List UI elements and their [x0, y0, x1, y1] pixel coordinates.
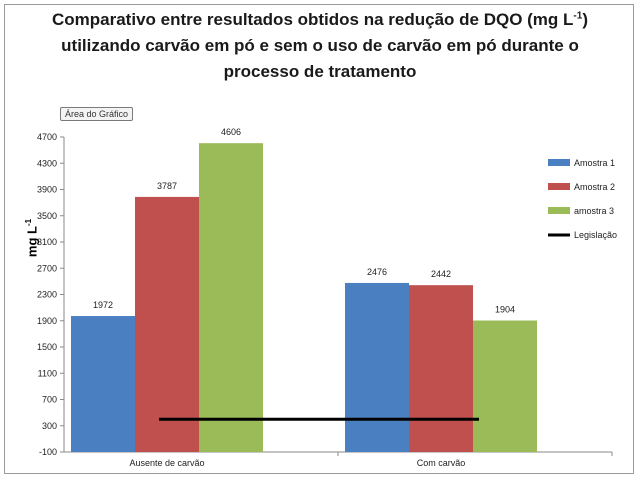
y-tick-label: 2700	[37, 263, 57, 273]
y-tick-label: 700	[42, 395, 57, 405]
chart-title-line-3: processo de tratamento	[223, 62, 417, 81]
bar-value-label: 3787	[157, 181, 177, 191]
x-tick-label: Com carvão	[417, 458, 466, 468]
y-tick-label: 1100	[38, 368, 57, 378]
y-tick-label: 2300	[37, 290, 57, 300]
y-tick-label: 4700	[37, 132, 57, 142]
y-tick-label: 1500	[37, 342, 57, 352]
bar-value-label: 4606	[221, 127, 241, 137]
bar-value-label: 1972	[93, 300, 113, 310]
legend-swatch	[548, 159, 570, 166]
x-tick-label: Ausente de carvão	[129, 458, 204, 468]
y-tick-label: 3500	[37, 211, 57, 221]
bar-value-label: 2476	[367, 267, 387, 277]
legend-swatch	[548, 207, 570, 214]
chart-frame	[4, 4, 634, 474]
chart-title-line-2: utilizando carvão em pó e sem o uso de c…	[61, 36, 579, 55]
chart-area-badge[interactable]: Área do Gráfico	[60, 107, 134, 121]
bar	[135, 196, 199, 452]
legend-label: Amostra 2	[574, 182, 615, 192]
bar	[409, 285, 473, 452]
y-tick-label: 300	[42, 421, 57, 431]
chart-title-line-1: Comparativo entre resultados obtidos na …	[52, 10, 588, 29]
legend-label: Amostra 1	[574, 158, 615, 168]
bar	[473, 320, 537, 452]
bar	[345, 282, 409, 452]
y-tick-label: 4300	[37, 158, 57, 168]
legend-label: Legislação	[574, 230, 617, 240]
bar	[71, 316, 135, 452]
legend-swatch	[548, 183, 570, 190]
bar-value-label: 2442	[431, 269, 451, 279]
y-tick-label: 3900	[37, 185, 57, 195]
y-tick-label: 1900	[37, 316, 57, 326]
legend-label: amostra 3	[574, 206, 614, 216]
bar-value-label: 1904	[495, 304, 515, 314]
bar	[199, 143, 263, 452]
y-tick-label: 3100	[37, 237, 57, 247]
y-tick-label: -100	[39, 447, 57, 457]
